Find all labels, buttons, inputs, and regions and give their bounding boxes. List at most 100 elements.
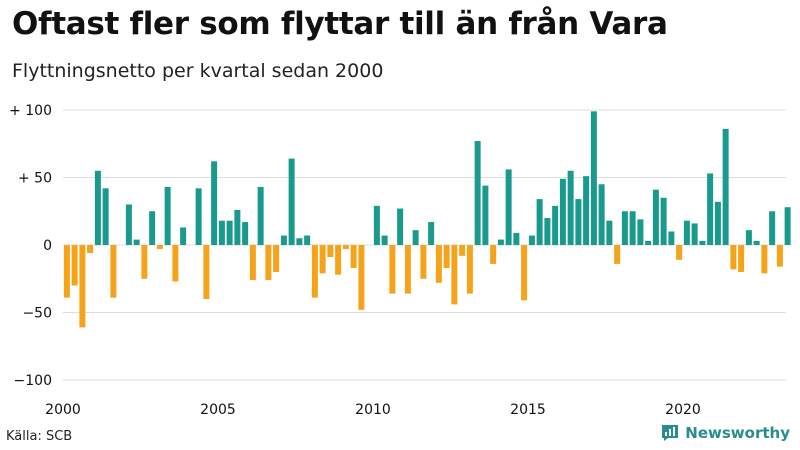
bar bbox=[676, 245, 683, 260]
bar bbox=[753, 240, 760, 245]
bar bbox=[110, 245, 117, 298]
bar bbox=[149, 211, 156, 245]
bar bbox=[683, 220, 690, 245]
bar bbox=[505, 169, 512, 245]
bar bbox=[412, 230, 419, 245]
chart-subtitle: Flyttningsnetto per kvartal sedan 2000 bbox=[12, 60, 384, 82]
bar bbox=[521, 245, 528, 301]
bar bbox=[699, 240, 706, 245]
bar bbox=[389, 245, 396, 294]
bar bbox=[583, 176, 590, 245]
x-tick-label: 2000 bbox=[45, 402, 81, 418]
bar bbox=[273, 245, 280, 272]
bar bbox=[94, 170, 101, 245]
bar bbox=[218, 220, 225, 245]
bar bbox=[761, 245, 768, 274]
y-tick-label: 0 bbox=[43, 238, 52, 254]
bar bbox=[288, 158, 295, 245]
bar bbox=[637, 219, 644, 245]
bar bbox=[730, 245, 737, 270]
bar bbox=[598, 184, 605, 245]
source-note: Källa: SCB bbox=[6, 429, 73, 444]
x-tick-label: 2020 bbox=[665, 402, 701, 418]
bar bbox=[652, 189, 659, 245]
bar bbox=[497, 239, 504, 245]
bar bbox=[776, 245, 783, 267]
brand-name: Newsworthy bbox=[685, 424, 790, 442]
bar bbox=[420, 245, 427, 279]
brand-logo: Newsworthy bbox=[661, 424, 790, 442]
bar bbox=[722, 128, 729, 245]
bar bbox=[474, 141, 481, 245]
y-tick-label: −50 bbox=[22, 306, 52, 322]
bar bbox=[358, 245, 365, 310]
bar bbox=[784, 207, 791, 245]
y-axis-ticks: + 100 + 50 0 −50 −100 bbox=[9, 103, 52, 389]
bar bbox=[490, 245, 497, 264]
bar bbox=[451, 245, 458, 305]
bar bbox=[249, 245, 256, 281]
bars bbox=[63, 111, 791, 328]
bar bbox=[373, 205, 380, 245]
y-tick-label: + 50 bbox=[18, 171, 52, 187]
bar bbox=[544, 218, 551, 245]
bar bbox=[327, 245, 334, 258]
bar bbox=[304, 235, 311, 245]
bar bbox=[629, 211, 636, 245]
bar bbox=[707, 173, 714, 245]
bar bbox=[614, 245, 621, 264]
bar bbox=[459, 245, 466, 256]
bar bbox=[265, 245, 272, 281]
bar bbox=[428, 222, 435, 245]
bar bbox=[443, 245, 450, 268]
bar bbox=[536, 199, 543, 245]
bar bbox=[660, 197, 667, 245]
bar bbox=[435, 245, 442, 283]
bar bbox=[319, 245, 326, 274]
bar bbox=[567, 170, 574, 245]
bar bbox=[621, 211, 628, 245]
bar bbox=[381, 235, 388, 245]
newsworthy-icon bbox=[662, 425, 679, 441]
bar bbox=[156, 245, 163, 250]
bar bbox=[350, 245, 357, 268]
bar bbox=[745, 230, 752, 245]
x-tick-label: 2015 bbox=[510, 402, 546, 418]
bar bbox=[180, 227, 187, 245]
bar bbox=[102, 188, 109, 245]
grid-lines bbox=[63, 109, 786, 381]
bar bbox=[528, 235, 535, 245]
bar bbox=[296, 238, 303, 245]
bar bbox=[552, 205, 559, 245]
bar bbox=[575, 199, 582, 245]
bar bbox=[203, 245, 210, 299]
bar bbox=[342, 245, 349, 250]
bar bbox=[63, 245, 70, 298]
bar bbox=[590, 111, 597, 245]
bar bbox=[769, 211, 776, 245]
bar bbox=[668, 231, 675, 245]
bar bbox=[513, 232, 520, 245]
bar bbox=[257, 186, 264, 245]
bar bbox=[691, 223, 698, 245]
bar bbox=[335, 245, 342, 275]
bar bbox=[397, 208, 404, 245]
bar bbox=[645, 240, 652, 245]
bar bbox=[738, 245, 745, 272]
bar bbox=[211, 161, 218, 245]
y-tick-label: −100 bbox=[14, 373, 52, 389]
bar bbox=[141, 245, 148, 279]
bar bbox=[79, 245, 86, 328]
bar bbox=[195, 188, 202, 245]
bar bbox=[606, 220, 613, 245]
bar bbox=[71, 245, 78, 286]
bar bbox=[234, 209, 241, 245]
x-tick-label: 2010 bbox=[355, 402, 391, 418]
x-axis-ticks: 2000 2005 2010 2015 2020 bbox=[45, 402, 701, 418]
bar bbox=[164, 186, 171, 245]
bar bbox=[172, 245, 179, 282]
bar bbox=[482, 185, 489, 245]
bar bbox=[466, 245, 473, 294]
